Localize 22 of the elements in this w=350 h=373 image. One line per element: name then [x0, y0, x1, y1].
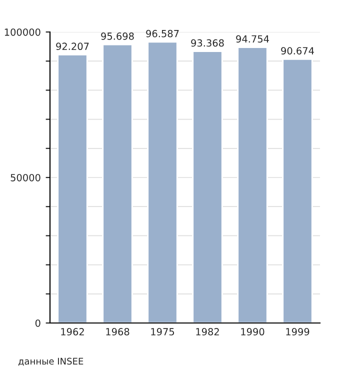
data-label: 96.587 — [146, 30, 179, 38]
x-tick-label: 1990 — [241, 328, 264, 336]
bar — [237, 46, 268, 323]
y-tick-label: 0 — [35, 319, 40, 327]
x-tick-label: 1962 — [61, 328, 84, 336]
data-label: 95.698 — [101, 32, 134, 40]
bar — [192, 50, 223, 323]
x-tick-label: 1968 — [106, 328, 130, 336]
y-tick-label: 50000 — [10, 174, 40, 182]
x-tick-label: 1982 — [196, 328, 219, 336]
data-label: 92.207 — [56, 42, 89, 50]
y-tick-label: 100000 — [4, 28, 40, 36]
bar — [102, 44, 133, 323]
data-label: 93.368 — [191, 39, 224, 47]
data-label: 90.674 — [281, 47, 314, 54]
bar — [282, 58, 313, 323]
data-label: 94.754 — [236, 35, 269, 43]
text: данные INSEE — [18, 358, 84, 366]
bar — [57, 54, 88, 323]
x-tick-label: 1999 — [286, 328, 310, 336]
bar — [147, 41, 178, 323]
x-tick-label: 1975 — [151, 328, 174, 336]
